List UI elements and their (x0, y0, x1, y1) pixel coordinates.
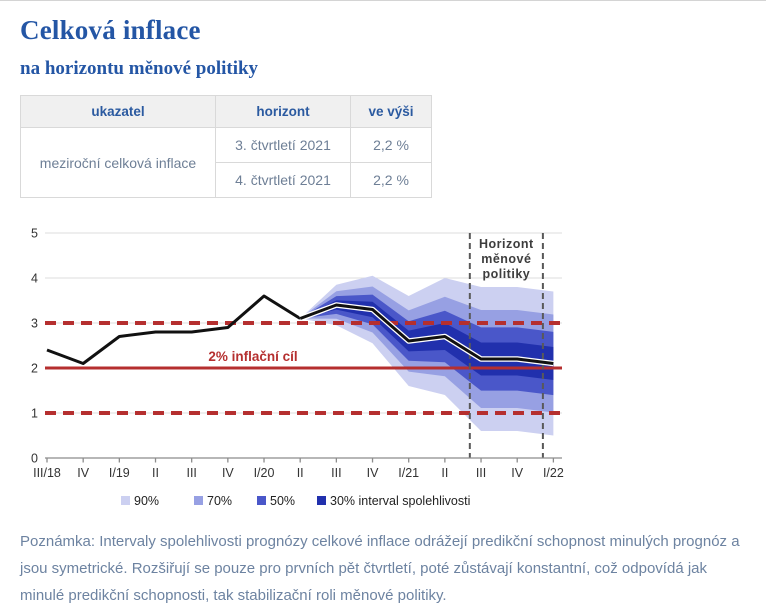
x-axis-label: II (297, 466, 304, 480)
chart-note: Poznámka: Intervaly spolehlivosti prognó… (20, 533, 740, 604)
legend-swatch-30pct (317, 496, 326, 505)
legend-label: 30% interval spolehlivosti (330, 494, 470, 508)
column-header-value: ve výši (350, 95, 432, 128)
page-title: Celková inflace (20, 15, 201, 45)
x-axis-label: II (152, 466, 159, 480)
x-axis-label: IV (77, 466, 89, 480)
x-axis-label: IV (222, 466, 234, 480)
y-axis-label: 4 (31, 272, 38, 286)
table-header-row: ukazatel horizont ve výši (20, 95, 432, 128)
x-axis-label: IV (367, 466, 379, 480)
policy-horizon-label: měnové (481, 252, 531, 266)
y-axis-label: 5 (31, 227, 38, 241)
inflation-fan-chart: 2% inflační cíl Horizont měnové politiky III… (0, 220, 766, 520)
legend-label: 70% (207, 494, 232, 508)
x-axis-label: III (331, 466, 341, 480)
x-axis-label: III/18 (33, 466, 61, 480)
legend-swatch-70pct (194, 496, 203, 505)
table-row: 4. čtvrtletí 2021 2,2 % (21, 162, 432, 198)
x-axis-label: I/22 (543, 466, 564, 480)
y-axis-label: 3 (31, 317, 38, 331)
legend-label: 90% (134, 494, 159, 508)
policy-horizon-label: Horizont (479, 237, 534, 251)
column-header-indicator: ukazatel (20, 95, 216, 128)
column-header-horizon: horizont (215, 95, 351, 128)
x-axis-label: I/21 (398, 466, 419, 480)
x-axis-label: III (186, 466, 196, 480)
fan-chart-svg: 2% inflační cílHorizontměnovépolitikyIII… (31, 227, 564, 509)
forecast-summary-table: ukazatel horizont ve výši meziroční celk… (20, 95, 432, 198)
x-axis-label: I/19 (109, 466, 130, 480)
table-row: meziroční celková inflace 3. čtvrtletí 2… (20, 127, 432, 198)
history-line (46, 294, 301, 365)
value-cell: 2,2 % (350, 162, 432, 198)
legend-label: 50% (270, 494, 295, 508)
x-axis-label: II (441, 466, 448, 480)
legend-swatch-90pct (121, 496, 130, 505)
page: Celková inflace na horizontu měnové poli… (0, 15, 766, 607)
horizon-cell: 3. čtvrtletí 2021 (215, 127, 351, 163)
y-axis-label: 2 (31, 362, 38, 376)
x-axis-label: IV (511, 466, 523, 480)
horizon-cell: 4. čtvrtletí 2021 (215, 162, 351, 198)
indicator-cell: meziroční celková inflace (20, 127, 216, 198)
inflation-target-label: 2% inflační cíl (208, 349, 297, 364)
policy-horizon-label: politiky (482, 267, 530, 281)
page-subtitle: na horizontu měnové politiky (20, 58, 259, 79)
x-axis-label: I/20 (254, 466, 275, 480)
y-axis-label: 1 (31, 407, 38, 421)
value-cell: 2,2 % (350, 127, 432, 163)
legend-swatch-50pct (257, 496, 266, 505)
y-axis-label: 0 (31, 452, 38, 466)
x-axis-label: III (476, 466, 486, 480)
forecast-line (299, 303, 554, 365)
